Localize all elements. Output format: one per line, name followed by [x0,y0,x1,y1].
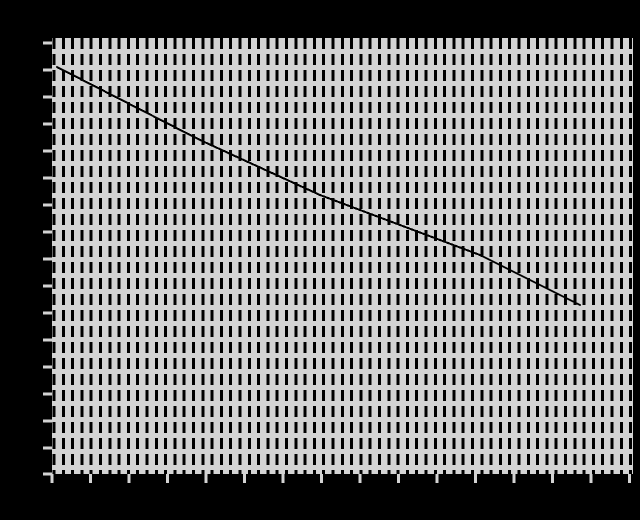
x-axis-ticks [50,474,631,483]
data-series-line [56,66,581,306]
grid-lines [52,38,633,474]
